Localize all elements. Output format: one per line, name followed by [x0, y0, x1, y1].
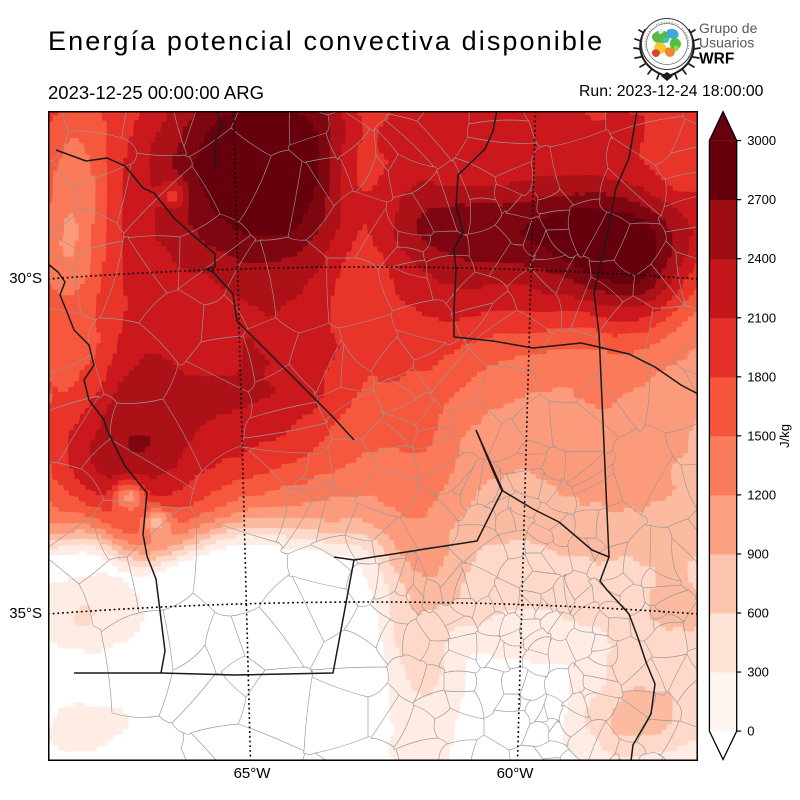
svg-text:WRF: WRF — [699, 51, 734, 68]
svg-text:900: 900 — [747, 546, 769, 561]
svg-text:1200: 1200 — [747, 487, 776, 502]
svg-text:J/kg: J/kg — [777, 424, 792, 448]
svg-text:Usuarios: Usuarios — [699, 35, 754, 51]
svg-text:2700: 2700 — [747, 192, 776, 207]
svg-text:2400: 2400 — [747, 251, 776, 266]
svg-text:300: 300 — [747, 665, 769, 680]
svg-text:0: 0 — [747, 724, 754, 739]
svg-text:1800: 1800 — [747, 369, 776, 384]
svg-text:1500: 1500 — [747, 428, 776, 443]
svg-text:3000: 3000 — [747, 133, 776, 148]
svg-text:Grupo de: Grupo de — [699, 20, 758, 36]
svg-text:600: 600 — [747, 606, 769, 621]
svg-text:2100: 2100 — [747, 310, 776, 325]
